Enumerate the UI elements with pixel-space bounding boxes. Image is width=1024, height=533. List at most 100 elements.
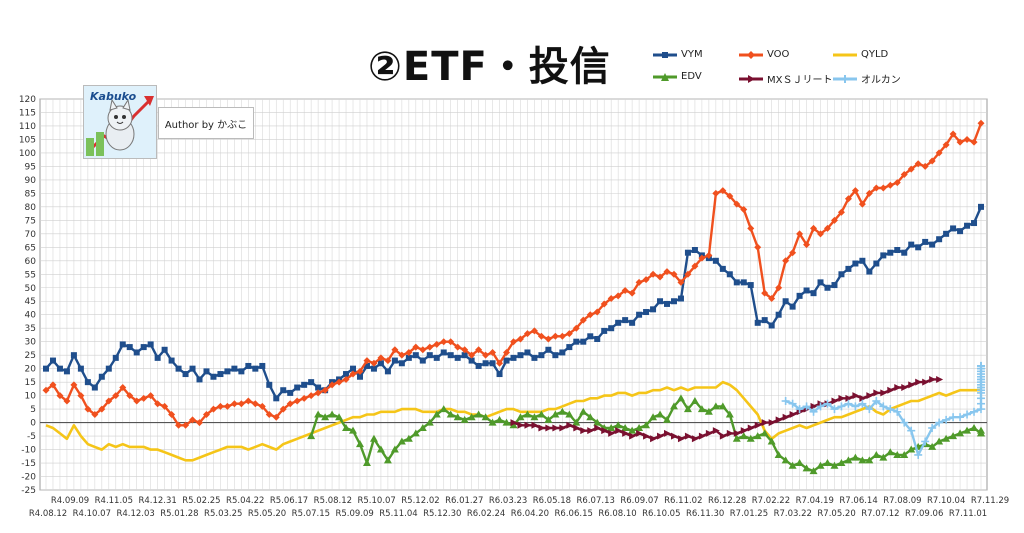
data-point bbox=[161, 402, 169, 410]
data-point bbox=[391, 346, 399, 354]
x-tick-label: R6.12.28 bbox=[708, 496, 746, 506]
data-point bbox=[244, 397, 252, 405]
data-point bbox=[629, 319, 636, 326]
data-point bbox=[545, 424, 553, 432]
data-point bbox=[915, 244, 922, 251]
legend-label-qyld: QYLD bbox=[861, 49, 889, 60]
y-axis: -25 -20 -15 -10 -5 0 5 10 15 20 25 30 35 40 45 50 55 60 65… bbox=[19, 95, 36, 496]
x-tick-label: R6.02.24 bbox=[467, 509, 505, 519]
data-point bbox=[872, 450, 881, 458]
x-tick-label: R5.12.30 bbox=[423, 509, 461, 519]
data-point bbox=[510, 338, 517, 346]
data-point bbox=[91, 384, 98, 391]
x-tick-label: R7.09.06 bbox=[905, 509, 943, 519]
data-point bbox=[775, 311, 782, 318]
data-point bbox=[901, 384, 909, 392]
legend-item-edv: EDV bbox=[653, 71, 702, 82]
data-point bbox=[950, 225, 957, 232]
x-tick-label: R5.07.15 bbox=[292, 509, 330, 519]
data-point bbox=[147, 341, 154, 348]
data-point bbox=[851, 453, 860, 461]
y-tick-label: 5 bbox=[30, 405, 36, 415]
data-point bbox=[712, 427, 720, 435]
data-point bbox=[230, 400, 238, 408]
series-qyld bbox=[45, 380, 981, 462]
data-point bbox=[530, 413, 539, 421]
y-tick-label: 30 bbox=[25, 338, 37, 348]
data-point bbox=[376, 445, 385, 453]
data-point bbox=[154, 354, 161, 361]
data-point bbox=[475, 346, 483, 354]
data-point bbox=[676, 394, 685, 402]
data-point bbox=[321, 386, 329, 394]
data-point bbox=[725, 410, 734, 418]
data-point bbox=[551, 332, 559, 340]
data-point bbox=[978, 203, 984, 210]
data-point bbox=[112, 392, 120, 400]
data-point bbox=[467, 413, 476, 421]
data-point bbox=[852, 392, 860, 400]
data-point bbox=[803, 287, 810, 294]
data-point bbox=[531, 354, 538, 361]
data-point bbox=[579, 407, 588, 415]
data-point bbox=[531, 421, 539, 429]
data-point bbox=[294, 384, 301, 391]
data-point bbox=[481, 413, 490, 421]
series-mxs-jreit bbox=[510, 375, 944, 443]
data-point bbox=[594, 424, 602, 432]
data-point bbox=[182, 371, 189, 378]
data-point bbox=[865, 189, 873, 197]
data-point bbox=[203, 368, 210, 375]
y-tick-label: -10 bbox=[21, 446, 36, 456]
series-edv bbox=[307, 394, 985, 475]
data-point bbox=[189, 416, 197, 424]
data-point bbox=[537, 332, 545, 340]
data-point bbox=[537, 410, 546, 418]
data-point bbox=[196, 376, 203, 383]
data-point bbox=[887, 386, 895, 394]
data-point bbox=[328, 381, 336, 389]
legend-item-voo: VOO bbox=[739, 49, 789, 60]
data-point bbox=[964, 222, 971, 229]
data-point bbox=[558, 332, 566, 340]
data-point bbox=[237, 400, 245, 408]
data-point bbox=[838, 394, 846, 402]
data-point bbox=[837, 459, 846, 467]
data-point bbox=[489, 348, 497, 356]
x-axis: R4.09.09 R4.11.05 R4.12.31 R5.02.25 R5.04.22… bbox=[29, 496, 1009, 519]
data-point bbox=[970, 138, 978, 146]
x-tick-label: R5.05.20 bbox=[248, 509, 286, 519]
data-point bbox=[349, 370, 357, 378]
data-point bbox=[615, 319, 622, 326]
data-point bbox=[147, 392, 155, 400]
data-point bbox=[865, 456, 874, 464]
y-tick-label: 95 bbox=[25, 162, 36, 172]
data-point bbox=[809, 467, 818, 475]
data-point bbox=[223, 402, 231, 410]
data-point bbox=[907, 445, 916, 453]
data-point bbox=[594, 335, 601, 342]
data-point bbox=[761, 289, 769, 297]
data-point bbox=[657, 432, 665, 440]
data-point bbox=[824, 284, 831, 291]
x-tick-label: R4.10.07 bbox=[73, 509, 111, 519]
y-tick-label: 75 bbox=[25, 216, 36, 226]
data-point bbox=[719, 265, 726, 272]
data-point bbox=[873, 260, 880, 267]
y-tick-label: 90 bbox=[25, 176, 37, 186]
data-point bbox=[321, 413, 330, 421]
data-point bbox=[56, 392, 64, 400]
x-tick-label: R6.09.07 bbox=[620, 496, 658, 506]
data-point bbox=[657, 298, 664, 305]
data-point bbox=[663, 415, 672, 423]
data-point bbox=[43, 365, 49, 372]
data-point bbox=[217, 371, 224, 378]
data-point bbox=[664, 300, 671, 307]
data-point bbox=[77, 392, 85, 400]
data-point bbox=[670, 270, 678, 278]
x-tick-label: R4.08.12 bbox=[29, 509, 67, 519]
data-point bbox=[649, 270, 657, 278]
data-point bbox=[362, 459, 371, 467]
data-point bbox=[259, 362, 266, 369]
